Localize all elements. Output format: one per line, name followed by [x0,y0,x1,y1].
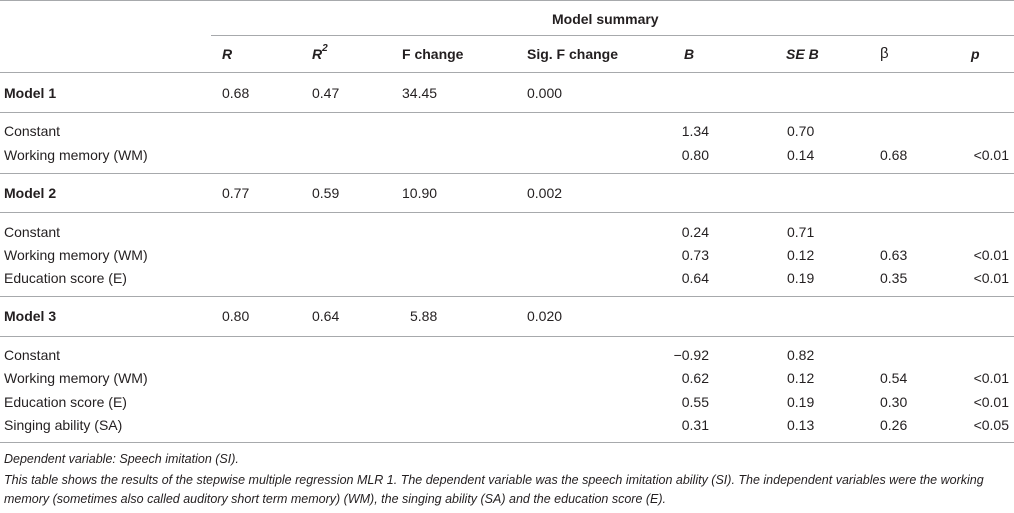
coef-se-b: 0.13 [787,417,815,433]
col-header-f-change: F change [402,46,464,62]
model-label: Model 3 [4,308,57,324]
coef-se-b: 0.12 [787,247,815,263]
coef-b: 0.73 [681,247,709,263]
model-f-change: 5.88 [410,308,438,324]
model2-rule [0,212,1014,213]
bottom-rule [0,442,1014,443]
model3-heading-rule [0,296,1014,297]
model-sig-f-change: 0.000 [527,85,563,101]
coef-beta: 0.26 [880,417,908,433]
model-f-change: 34.45 [402,85,438,101]
predictor-label: Singing ability (SA) [4,417,123,433]
col-header-r2-sup: 2 [322,43,328,55]
model-label: Model 2 [4,185,57,201]
col-header-r2-base: R [312,46,323,62]
coef-se-b: 0.19 [787,394,815,410]
model-r2: 0.47 [312,85,340,101]
coef-b: −0.92 [673,347,709,363]
predictor-label: Working memory (WM) [4,147,148,163]
model-r: 0.77 [222,185,250,201]
model-f-change: 10.90 [402,185,438,201]
col-header-r: R [222,46,233,62]
coef-beta: 0.35 [880,270,908,286]
col-header-b: B [684,46,695,62]
predictor-label: Working memory (WM) [4,247,148,263]
coef-p: <0.01 [973,370,1009,386]
model-r: 0.80 [222,308,250,324]
coef-p: <0.01 [973,147,1009,163]
footnote-description: This table shows the results of the step… [4,473,984,506]
col-header-p: p [971,46,980,62]
col-header-sig-f-change: Sig. F change [527,46,619,62]
coef-b: 0.24 [681,224,709,240]
model2-heading-rule [0,173,1014,174]
predictor-label: Education score (E) [4,394,127,410]
predictor-label: Constant [4,347,61,363]
model-r2: 0.59 [312,185,340,201]
coef-beta: 0.54 [880,370,908,386]
model-r2: 0.64 [312,308,340,324]
model-label: Model 1 [4,85,57,101]
col-header-se-b: SE B [786,46,819,62]
model-sig-f-change: 0.020 [527,308,563,324]
coef-se-b: 0.12 [787,370,815,386]
predictor-label: Constant [4,123,61,139]
coef-p: <0.01 [973,247,1009,263]
model-r: 0.68 [222,85,250,101]
coef-b: 0.80 [681,147,709,163]
footnote-dependent-variable: Dependent variable: Speech imitation (SI… [4,452,239,466]
coef-beta: 0.30 [880,394,908,410]
coef-p: <0.01 [973,270,1009,286]
coef-se-b: 0.19 [787,270,815,286]
coef-b: 0.55 [681,394,709,410]
coef-se-b: 0.14 [787,147,815,163]
coef-se-b: 0.71 [787,224,815,240]
coef-b: 0.62 [681,370,709,386]
header-rule [0,72,1014,73]
model1-rule [0,112,1014,113]
predictor-label: Education score (E) [4,270,127,286]
coef-b: 1.34 [681,123,709,139]
coef-beta: 0.63 [880,247,908,263]
model3-rule [0,336,1014,337]
predictor-label: Working memory (WM) [4,370,148,386]
coef-b: 0.64 [681,270,709,286]
coef-b: 0.31 [681,417,709,433]
coef-se-b: 0.70 [787,123,815,139]
col-header-r2: R2 [312,43,328,62]
col-header-beta: β [880,45,889,62]
model-sig-f-change: 0.002 [527,185,563,201]
top-rule [0,0,1014,1]
coef-p: <0.01 [973,394,1009,410]
coef-beta: 0.68 [880,147,908,163]
super-header: Model summary [552,11,659,27]
super-header-rule [211,35,1014,36]
coef-p: <0.05 [973,417,1009,433]
predictor-label: Constant [4,224,61,240]
coef-se-b: 0.82 [787,347,815,363]
